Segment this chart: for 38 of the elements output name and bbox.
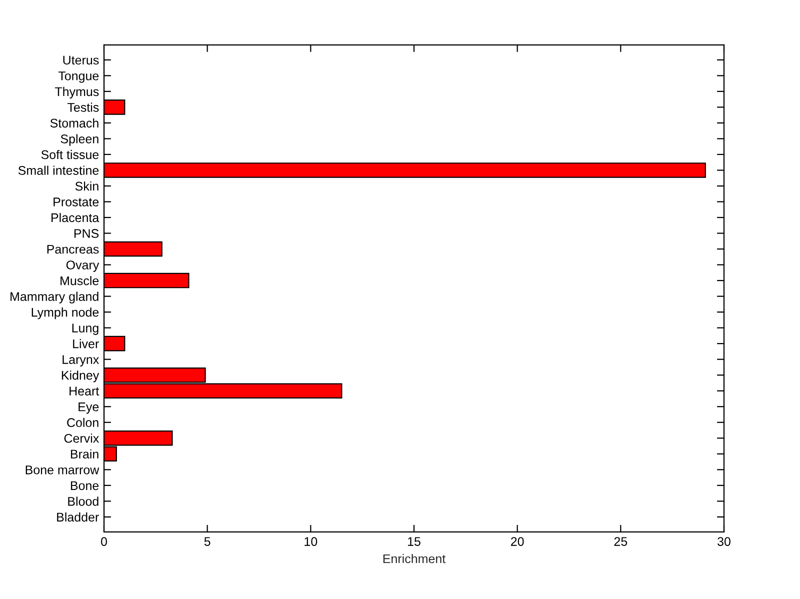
x-tick-label: 15 (408, 537, 420, 546)
y-tick-label: PNS (74, 229, 99, 238)
y-tick-label: Small intestine (18, 166, 99, 175)
y-tick-label: Testis (67, 102, 99, 112)
y-tick-label: Bone (70, 481, 99, 490)
y-tick-label: Prostate (54, 198, 99, 206)
x-tick-label: 10 (304, 537, 318, 546)
y-tick-label: Spleen (60, 134, 98, 146)
y-tick-label: Ovary (66, 260, 100, 272)
y-tick-label: Lung (72, 324, 98, 335)
y-tick-label: Larynx (62, 355, 100, 366)
y-tick-label: Eye (78, 402, 99, 414)
y-tick-label: Cervix (64, 434, 100, 443)
y-tick-label: Blood (68, 496, 98, 506)
x-tick-label: 0 (101, 537, 107, 546)
y-tick-label: Uterus (63, 56, 99, 65)
y-tick-label: Pancreas (47, 244, 99, 254)
y-tick-label: Stomach (50, 118, 98, 128)
x-tick-label: 30 (718, 537, 730, 546)
x-axis-title: Enrichment (383, 554, 446, 564)
y-tick-label: Kidney (62, 370, 100, 382)
y-tick-label: Thymus (54, 86, 99, 99)
y-tick-label: Muscle (60, 276, 99, 286)
y-tick-label: Skin (75, 181, 98, 191)
x-tick-label: 20 (511, 537, 524, 546)
y-tick-label: Colon (67, 418, 98, 428)
y-tick-label: Mammary gland (10, 292, 98, 304)
y-tick-label: Heart (70, 386, 100, 396)
x-tick-label: 5 (204, 537, 210, 546)
y-tick-label: Placenta (52, 212, 100, 222)
y-tick-label: Tongue (58, 72, 99, 83)
x-tick-label: 25 (614, 537, 628, 546)
y-tick-label: Brain (70, 449, 98, 459)
y-tick-label: Liver (73, 339, 99, 348)
y-tick-label: Bladder (57, 512, 99, 522)
y-tick-label: Bone marrow (26, 466, 100, 474)
y-tick-label: Lymph node (32, 308, 99, 320)
y-tick-label: Soft tissue (41, 150, 99, 160)
